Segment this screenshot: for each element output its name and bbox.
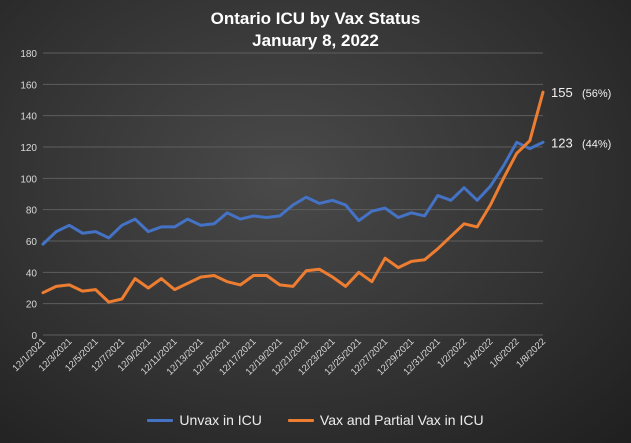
chart-subtitle: January 8, 2022 xyxy=(252,31,379,50)
legend-label-unvax: Unvax in ICU xyxy=(179,412,262,428)
y-tick-label: 80 xyxy=(26,206,38,217)
end-label-percent-vax: (56%) xyxy=(582,88,611,100)
legend-swatch-vax xyxy=(287,418,314,422)
y-tick-label: 160 xyxy=(20,80,37,91)
y-tick-label: 60 xyxy=(26,237,38,248)
legend: Unvax in ICU Vax and Partial Vax in ICU xyxy=(0,412,631,428)
end-label-value-vax: 155 xyxy=(551,85,573,100)
legend-swatch-unvax xyxy=(147,418,174,422)
y-tick-label: 100 xyxy=(20,174,37,185)
chart-title: Ontario ICU by Vax Status xyxy=(210,9,421,28)
y-tick-label: 180 xyxy=(20,49,37,60)
y-tick-label: 20 xyxy=(26,300,38,311)
end-label-value-unvax: 123 xyxy=(551,135,573,150)
legend-label-vax: Vax and Partial Vax in ICU xyxy=(319,412,484,428)
chart-title-block: Ontario ICU by Vax Status January 8, 202… xyxy=(0,8,631,52)
x-tick-label: 1/8/2022 xyxy=(514,336,548,370)
y-tick-label: 40 xyxy=(26,268,38,279)
series-line-unvax xyxy=(41,140,545,246)
legend-item-unvax: Unvax in ICU xyxy=(147,412,262,428)
y-tick-label: 120 xyxy=(20,143,37,154)
end-label-percent-unvax: (44%) xyxy=(582,138,611,150)
y-tick-label: 0 xyxy=(31,331,37,342)
series-line-vax xyxy=(41,90,545,304)
y-tick-label: 140 xyxy=(20,112,37,123)
legend-item-vax: Vax and Partial Vax in ICU xyxy=(287,412,484,428)
